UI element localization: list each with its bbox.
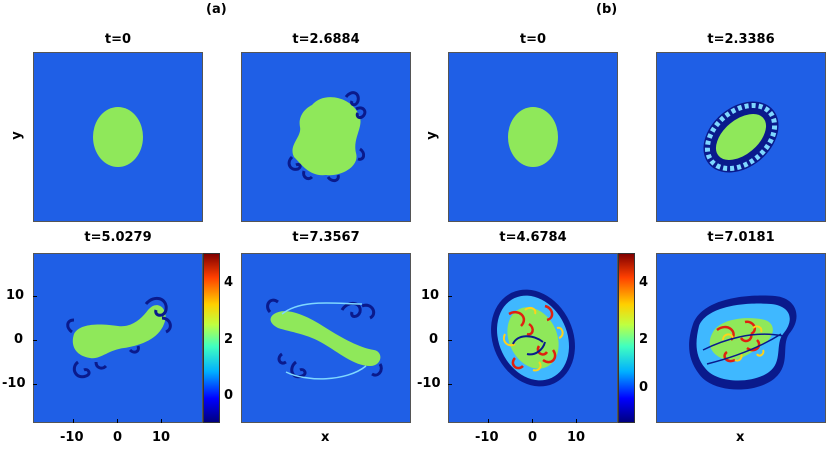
y-tick-b-10: 10 <box>421 288 440 303</box>
colorbar-b-tick-0: 0 <box>639 380 649 395</box>
y-tick-a-10: 10 <box>6 288 25 303</box>
colorbar-b <box>618 253 635 423</box>
panel-a2-title: t=2.6884 <box>292 32 360 47</box>
x-axis-label-a: x <box>321 430 330 445</box>
blob-shape <box>266 298 383 380</box>
x-tick-b-neg10: -10 <box>475 430 499 445</box>
panel-a1-title: t=0 <box>104 32 132 47</box>
panel-b2-title: t=2.3386 <box>707 32 775 47</box>
panel-b3 <box>448 253 618 423</box>
part-a-label: (a) <box>206 2 227 17</box>
blob-shape <box>93 107 143 167</box>
panel-a4 <box>241 253 411 423</box>
panel-b1 <box>448 52 618 222</box>
panel-a2 <box>241 52 411 222</box>
colorbar-a-tick-2: 2 <box>224 332 234 347</box>
panel-b1-title: t=0 <box>519 32 547 47</box>
x-axis-label-b: x <box>736 430 745 445</box>
y-axis-label-b: y <box>424 131 440 140</box>
panel-b3-title: t=4.6784 <box>499 230 567 245</box>
colorbar-a-tick-0: 0 <box>224 388 234 403</box>
colorbar-a-tick-4: 4 <box>224 275 234 290</box>
x-tick-b-10: 10 <box>567 430 586 445</box>
panel-a3-title: t=5.0279 <box>84 230 152 245</box>
colorbar-b-tick-2: 2 <box>639 332 649 347</box>
y-tick-b-0: 0 <box>429 332 439 347</box>
blob-shape <box>491 289 575 387</box>
blob-shape <box>689 295 797 390</box>
panel-b2 <box>656 52 826 222</box>
colorbar-a <box>203 253 220 423</box>
y-axis-label-a: y <box>9 131 25 140</box>
blob-shape <box>66 296 172 379</box>
panel-a4-title: t=7.3567 <box>292 230 360 245</box>
panel-a1 <box>33 52 203 222</box>
x-tick-a-neg10: -10 <box>60 430 84 445</box>
blob-shape <box>508 107 558 167</box>
colorbar-b-tick-4: 4 <box>639 275 649 290</box>
panel-a3 <box>33 253 203 423</box>
panel-b4-title: t=7.0181 <box>707 230 775 245</box>
x-tick-a-10: 10 <box>152 430 171 445</box>
panel-b4 <box>656 253 826 423</box>
x-tick-a-0: 0 <box>113 430 123 445</box>
y-tick-a-neg10: -10 <box>2 376 26 391</box>
x-tick-b-0: 0 <box>528 430 538 445</box>
blob-shape <box>703 101 779 173</box>
y-tick-b-neg10: -10 <box>417 376 441 391</box>
y-tick-a-0: 0 <box>14 332 24 347</box>
part-b-label: (b) <box>596 2 618 17</box>
blob-shape <box>287 91 367 183</box>
